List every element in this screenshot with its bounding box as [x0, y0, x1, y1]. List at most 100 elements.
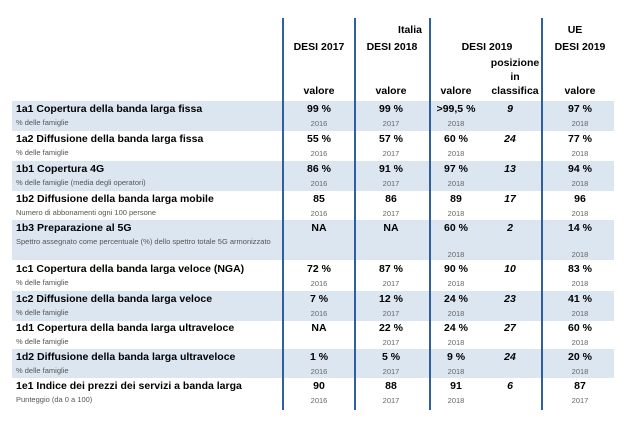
value-ue: 96	[574, 193, 586, 205]
value-2018: 91 %	[379, 163, 403, 175]
year-2017: 2016	[310, 396, 328, 405]
table-row: 1a2 Diffusione della banda larga fissa % …	[12, 131, 614, 161]
value-2018: 12 %	[379, 293, 403, 305]
year-2017: 2016	[310, 279, 328, 288]
value-2017: 90	[313, 380, 325, 392]
rank-2019: 9	[507, 103, 513, 115]
value-ue: 20 %	[568, 351, 592, 363]
indicator-label: 1b3 Preparazione al 5G	[16, 222, 132, 234]
column-separator	[541, 18, 543, 410]
column-separator	[282, 18, 284, 410]
indicator-subtitle: % delle famiglie (media degli operatori)	[16, 178, 146, 187]
indicator-subtitle: % delle famiglie	[16, 148, 69, 157]
header-desi2019: DESI 2019	[461, 41, 513, 53]
header-ue: UE	[567, 24, 583, 36]
value-2018: NA	[383, 222, 399, 234]
table-row: 1d2 Diffusione della banda larga ultrave…	[12, 349, 614, 378]
rank-2019: 10	[504, 263, 516, 275]
value-2019: 90 %	[444, 263, 468, 275]
value-ue: 87	[574, 380, 586, 392]
value-2017: 7 %	[309, 293, 329, 305]
indicator-subtitle: % delle famiglie	[16, 366, 69, 375]
indicator-subtitle: Punteggio (da 0 a 100)	[16, 395, 93, 404]
year-2019: 2018	[447, 119, 465, 128]
rank-2019: 24	[504, 351, 516, 363]
year-2018: 2017	[382, 179, 400, 188]
value-2017: 1 %	[309, 351, 329, 363]
year-2018: 2017	[382, 396, 400, 405]
value-2017: 55 %	[307, 133, 331, 145]
value-ue: 94 %	[568, 163, 592, 175]
value-2017: 85	[313, 193, 325, 205]
header-desi2019-ue: DESI 2019	[554, 41, 606, 53]
year-2018: 2017	[382, 149, 400, 158]
value-2019: 24 %	[444, 322, 468, 334]
value-ue: 97 %	[568, 103, 592, 115]
year-ue: 2018	[571, 279, 589, 288]
year-ue: 2018	[571, 250, 589, 259]
value-ue: 14 %	[568, 222, 592, 234]
indicator-label: 1b1 Copertura 4G	[16, 163, 105, 175]
year-ue: 2018	[571, 119, 589, 128]
table-row: 1c1 Copertura della banda larga veloce (…	[12, 261, 614, 291]
table-row: 1b2 Diffusione della banda larga mobile N…	[12, 191, 614, 221]
value-2019: 89	[450, 193, 462, 205]
indicator-label: 1a2 Diffusione della banda larga fissa	[16, 133, 204, 145]
indicator-label: 1c1 Copertura della banda larga veloce (…	[16, 263, 245, 275]
year-2017: 2016	[310, 367, 328, 376]
year-2017: 2016	[310, 149, 328, 158]
table-row: 1a1 Copertura della banda larga fissa % d…	[12, 101, 614, 131]
value-2018: 87 %	[379, 263, 403, 275]
indicator-label: 1d1 Copertura della banda larga ultravel…	[16, 322, 235, 334]
year-2018: 2017	[382, 338, 400, 347]
year-ue: 2018	[571, 149, 589, 158]
header-valore-2018: valore	[375, 85, 407, 97]
header-italia: Italia	[398, 24, 422, 36]
year-2019: 2018	[447, 338, 465, 347]
header-valore-2017: valore	[303, 85, 335, 97]
year-2019: 2018	[447, 250, 465, 259]
year-2019: 2018	[447, 149, 465, 158]
value-ue: 60 %	[568, 322, 592, 334]
value-2018: 86	[385, 193, 397, 205]
table-row: 1d1 Copertura della banda larga ultravel…	[12, 320, 614, 349]
value-2017: 72 %	[307, 263, 331, 275]
year-ue: 2018	[571, 209, 589, 218]
value-ue: 83 %	[568, 263, 592, 275]
header-desi2018: DESI 2018	[366, 41, 418, 53]
header-valore-2019: valore	[440, 85, 472, 97]
indicator-label: 1b2 Diffusione della banda larga mobile	[16, 193, 214, 205]
value-2019: 60 %	[444, 222, 468, 234]
value-2017: 99 %	[307, 103, 331, 115]
value-2017: NA	[311, 322, 327, 334]
table-row: 1b1 Copertura 4G % delle famiglie (media …	[12, 161, 614, 191]
column-separator	[354, 18, 356, 410]
value-2017: NA	[311, 222, 327, 234]
table-row: 1c2 Diffusione della banda larga veloce%…	[12, 291, 614, 321]
year-2018: 2017	[382, 119, 400, 128]
indicator-subtitle: % delle famiglie	[16, 278, 69, 287]
value-2018: 57 %	[379, 133, 403, 145]
value-2019: 24 %	[444, 293, 468, 305]
value-2018: 88	[385, 380, 397, 392]
header-classifica: classifica	[491, 85, 539, 97]
table-row: 1b3 Preparazione al 5G Spettro assegnato …	[12, 220, 614, 260]
year-2019: 2018	[447, 396, 465, 405]
year-ue: 2017	[571, 396, 589, 405]
header-desi2017: DESI 2017	[293, 41, 345, 53]
value-ue: 77 %	[568, 133, 592, 145]
year-2019: 2018	[447, 367, 465, 376]
year-2019: 2018	[447, 209, 465, 218]
value-2018: 22 %	[379, 322, 403, 334]
rank-2019: 13	[504, 163, 516, 175]
year-2018: 2017	[382, 309, 400, 318]
year-2018: 2017	[382, 367, 400, 376]
rank-2019: 6	[507, 380, 513, 392]
indicator-subtitle: Spettro assegnato come percentuale (%) d…	[16, 237, 271, 246]
value-2019: 91	[450, 380, 462, 392]
year-2017: 2016	[310, 209, 328, 218]
year-ue: 2018	[571, 338, 589, 347]
value-2019: 9 %	[446, 351, 466, 363]
indicator-label: 1a1 Copertura della banda larga fissa	[16, 103, 203, 115]
value-ue: 41 %	[568, 293, 592, 305]
